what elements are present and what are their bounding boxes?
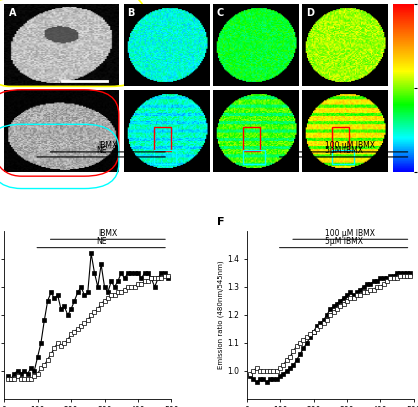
Text: 100 μM IBMX: 100 μM IBMX [325,141,375,150]
Bar [332,127,349,151]
Text: NE: NE [96,237,107,246]
Bar [332,150,354,164]
Text: D: D [306,8,314,18]
Text: 5μM IBMX: 5μM IBMX [325,237,362,246]
Text: A: A [9,8,16,18]
Text: IBMX: IBMX [98,229,117,238]
Text: F: F [217,217,224,228]
Text: B: B [127,8,135,18]
Text: C: C [217,8,224,18]
Text: NE: NE [96,146,107,155]
Bar [243,127,260,151]
Bar [154,150,176,164]
Y-axis label: Emission ratio (480nm/545nm): Emission ratio (480nm/545nm) [218,260,224,369]
Bar [154,127,171,151]
Text: 100 μM IBMX: 100 μM IBMX [325,229,375,238]
Text: 5μM IBMX: 5μM IBMX [325,146,362,155]
Bar [243,150,265,164]
Text: IBMX: IBMX [98,141,117,150]
